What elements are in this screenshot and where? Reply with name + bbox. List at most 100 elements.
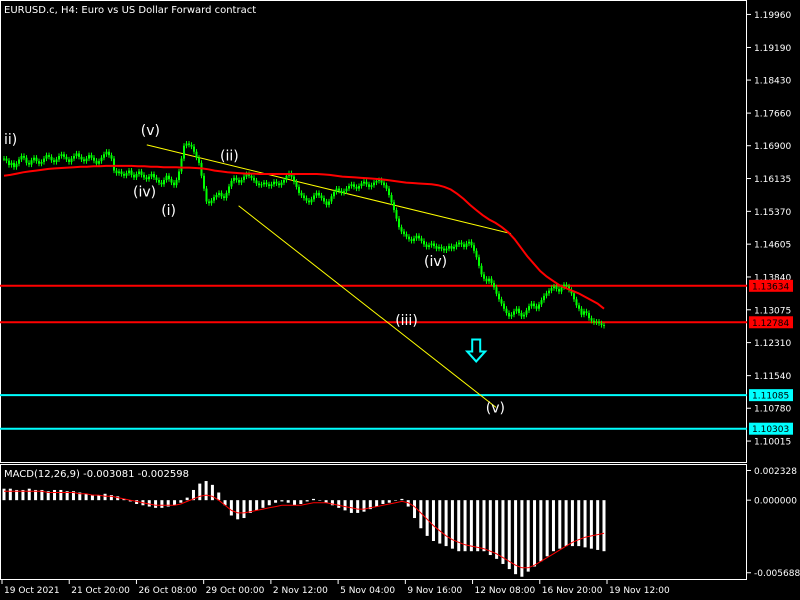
time-tick-label: 19 Nov 12:00 <box>609 586 670 596</box>
trendline[interactable] <box>146 144 512 235</box>
candle-body <box>55 159 58 163</box>
candle-body <box>35 157 38 162</box>
price-tick-label: 1.15370 <box>754 208 791 218</box>
macd-bar <box>413 500 417 519</box>
time-tick-label: 2 Nov 12:00 <box>273 586 328 596</box>
candle-body <box>313 195 315 200</box>
candle-body <box>243 176 245 181</box>
macd-panel[interactable]: 0.002328 0.000000 -0.005688 MACD(12,26,9) … <box>0 464 800 580</box>
candle-body <box>225 192 228 199</box>
candle-body <box>128 170 130 174</box>
trendline[interactable] <box>238 205 497 408</box>
macd-bar <box>147 500 151 507</box>
macd-bar <box>501 500 505 564</box>
candle-body <box>488 278 490 282</box>
candle-body <box>273 181 275 185</box>
candle-body <box>585 311 588 314</box>
candle-body <box>470 241 473 246</box>
candle-body <box>218 192 220 196</box>
candle-body <box>223 196 225 199</box>
candle-body <box>258 183 260 186</box>
macd-bar <box>356 500 360 513</box>
macd-bar <box>59 489 63 501</box>
candle-body <box>5 158 8 161</box>
macd-bar <box>438 500 442 544</box>
candle-body <box>538 304 540 309</box>
wave-label: (v) <box>141 123 160 139</box>
candle-body <box>235 177 238 181</box>
candle-body <box>463 244 465 247</box>
macd-bar <box>318 500 322 501</box>
candle-body <box>133 174 135 178</box>
candle-body <box>368 184 370 187</box>
macd-bar <box>8 488 12 501</box>
macd-bar <box>236 500 240 520</box>
wave-label: (iii) <box>395 313 418 329</box>
candle-body <box>15 163 18 168</box>
candle-body <box>18 159 20 164</box>
candle-body <box>198 157 200 163</box>
macd-bar <box>362 500 366 512</box>
macd-bar <box>368 500 372 510</box>
candle-body <box>58 156 60 160</box>
candle-body <box>175 180 178 186</box>
candle-body <box>580 308 583 315</box>
macd-bar <box>324 500 328 503</box>
macd-bar <box>210 484 214 501</box>
candle-body <box>428 245 430 247</box>
price-panel[interactable]: 1.19960 1.19190 1.18430 1.17660 1.16900 1.161… <box>0 0 793 463</box>
macd-bar <box>280 500 284 502</box>
candle-body <box>3 158 5 160</box>
candle-body <box>583 311 585 315</box>
macd-bar <box>179 500 183 503</box>
level-price-tag <box>749 389 793 402</box>
candle-body <box>63 154 65 157</box>
candle-body <box>478 257 480 266</box>
candle-body <box>143 174 145 178</box>
wave-label: ii) <box>4 132 17 148</box>
candle-body <box>448 246 450 249</box>
candle-body <box>70 158 73 163</box>
candle-body <box>110 155 113 159</box>
candle-body <box>400 227 403 232</box>
candle-body <box>475 250 478 258</box>
candle-body <box>540 300 543 305</box>
horizontal-levels[interactable]: 1.13634 1.12784 1.11085 1.10303 <box>0 279 793 435</box>
macd-bar <box>109 495 113 501</box>
candle-body <box>118 171 120 174</box>
candle-body <box>48 155 50 157</box>
symbol-header: EURUSD.c, H4: Euro vs US Dollar Forward … <box>4 5 256 16</box>
price-tick-label: 1.16900 <box>754 142 791 152</box>
macd-bar <box>305 500 309 502</box>
candle-body <box>410 239 413 241</box>
candle-body <box>563 284 565 288</box>
candle-body <box>408 236 410 240</box>
candle-body <box>578 305 580 309</box>
candle-body <box>75 153 78 157</box>
candle-body <box>103 154 105 158</box>
candle-body <box>300 192 303 196</box>
candle-body <box>533 303 535 307</box>
candle-body <box>573 293 575 300</box>
candle-body <box>88 155 90 159</box>
candle-body <box>115 170 118 174</box>
candle-body <box>413 238 415 241</box>
candle-body <box>430 243 433 246</box>
macd-bar <box>526 500 530 572</box>
candle-body <box>98 161 100 164</box>
candle-body <box>523 314 525 317</box>
macd-axis: 0.002328 0.000000 -0.005688 <box>747 467 800 579</box>
macd-bar <box>71 491 75 501</box>
price-tick-label: 1.17660 <box>754 110 791 120</box>
candle-body <box>425 244 428 247</box>
time-tick-label: 5 Nov 04:00 <box>340 586 395 596</box>
macd-panel-frame <box>0 464 747 580</box>
candle-body <box>383 182 385 186</box>
candle-body <box>23 156 25 158</box>
candle-body <box>43 158 45 163</box>
trendlines[interactable] <box>146 144 512 408</box>
macd-bar <box>21 489 25 501</box>
price-panel-frame <box>0 0 747 463</box>
candle-body <box>50 156 53 161</box>
